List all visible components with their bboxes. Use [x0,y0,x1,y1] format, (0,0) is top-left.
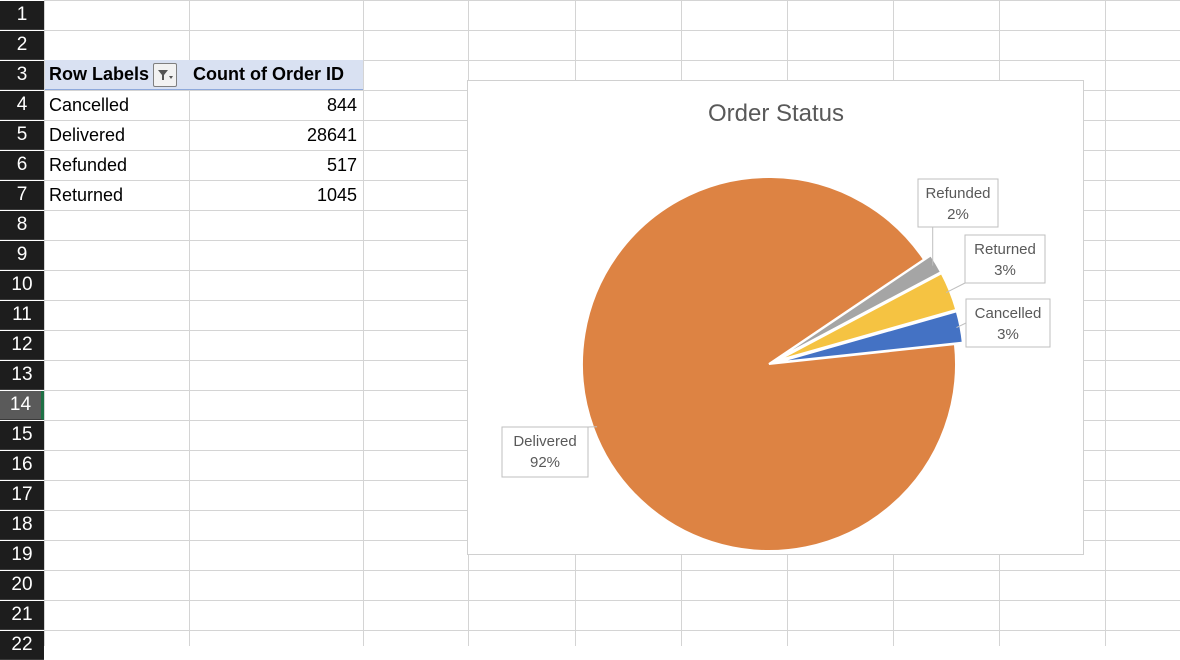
pie-slices [582,177,963,551]
callout-category-label: Delivered [513,433,576,450]
row-header-16[interactable]: 16 [0,451,44,480]
row-header-5[interactable]: 5 [0,121,44,150]
callout-category-label: Refunded [925,185,990,202]
pivot-row-value[interactable]: 844 [189,90,363,120]
callout-category-label: Returned [974,241,1036,258]
callout-delivered: Delivered 92% [502,427,597,477]
row-header-19[interactable]: 19 [0,541,44,570]
callout-percent-label: 3% [997,326,1019,343]
callout-category-label: Cancelled [975,305,1042,322]
pivot-row-label[interactable]: Cancelled [45,90,189,120]
row-header-21[interactable]: 21 [0,601,44,630]
row-header-11[interactable]: 11 [0,301,44,330]
order-status-chart[interactable]: Order Status Delivered 92% Refunded 2% Retur… [467,80,1084,555]
pie-slice-delivered[interactable] [582,177,956,551]
row-header-15[interactable]: 15 [0,421,44,450]
pivot-row-label[interactable]: Delivered [45,120,189,150]
row-header-4[interactable]: 4 [0,91,44,120]
callout-percent-label: 92% [530,454,560,471]
callout-percent-label: 2% [947,206,969,223]
row-header-13[interactable]: 13 [0,361,44,390]
row-header-14[interactable]: 14 [0,391,44,420]
row-header-18[interactable]: 18 [0,511,44,540]
pivot-header-count[interactable]: Count of Order ID [189,60,363,90]
row-header-10[interactable]: 10 [0,271,44,300]
pivot-row-value[interactable]: 1045 [189,180,363,210]
row-header-17[interactable]: 17 [0,481,44,510]
row-header-2[interactable]: 2 [0,31,44,60]
pivot-header-count-text: Count of Order ID [193,64,344,85]
row-header-20[interactable]: 20 [0,571,44,600]
pivot-row-value[interactable]: 28641 [189,120,363,150]
filter-dropdown-icon[interactable] [153,63,177,87]
callout-percent-label: 3% [994,262,1016,279]
callout-cancelled: Cancelled 3% [956,299,1050,347]
row-header-8[interactable]: 8 [0,211,44,240]
row-header-7[interactable]: 7 [0,181,44,210]
chart-title: Order Status [708,100,844,127]
row-header-6[interactable]: 6 [0,151,44,180]
row-header-3[interactable]: 3 [0,61,44,90]
row-header-9[interactable]: 9 [0,241,44,270]
pivot-header-row-labels-text: Row Labels [49,64,149,85]
row-header-12[interactable]: 12 [0,331,44,360]
pie-chart-svg: Order Status Delivered 92% Refunded 2% Retur… [468,81,1085,556]
row-header-1[interactable]: 1 [0,1,44,30]
callout-returned: Returned 3% [946,235,1045,293]
pivot-row-label[interactable]: Returned [45,180,189,210]
pivot-row-label[interactable]: Refunded [45,150,189,180]
pivot-row-value[interactable]: 517 [189,150,363,180]
pivot-header-row-labels[interactable]: Row Labels [45,60,189,90]
